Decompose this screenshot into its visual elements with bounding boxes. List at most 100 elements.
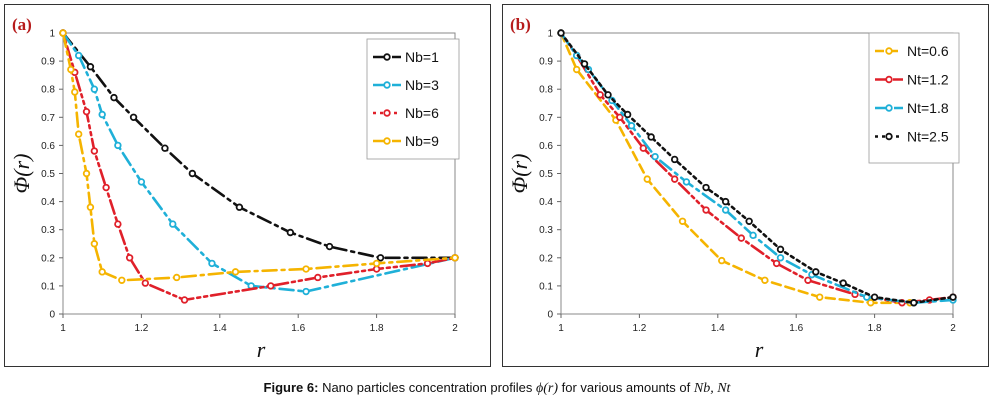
chart-a-y-tick-label: 0.7 (41, 113, 55, 124)
chart-b-data-point (670, 155, 679, 164)
chart-b-data-point (745, 217, 753, 225)
chart-b-data-point (812, 268, 820, 276)
chart-a-y-tick-label: 0.4 (41, 197, 55, 208)
chart-a-data-point (451, 254, 459, 262)
chart-b-data-point (737, 234, 746, 242)
chart-b-data-point (910, 299, 918, 307)
chart-a-series-line (61, 31, 457, 302)
chart-a-data-point (82, 107, 91, 116)
chart-a-data-point (114, 220, 122, 228)
chart-b-series-1 (557, 29, 914, 307)
chart-b-data-point (557, 29, 565, 37)
chart-a-x-tick-label: 1 (60, 323, 66, 334)
chart-a-y-tick-label: 0 (49, 310, 55, 321)
chart-a-legend-label: Nb=9 (405, 133, 439, 149)
chart-b-x-tick-label: 1.8 (868, 323, 882, 334)
chart-b-y-tick-label: 0.5 (539, 169, 553, 180)
chart-b-x-axis-label: r (755, 337, 764, 362)
chart-a-legend-label: Nb=3 (405, 77, 439, 93)
caption-mid: for various amounts of (561, 380, 691, 395)
chart-a-data-point (180, 296, 189, 304)
chart-a-x-tick-label: 1.6 (291, 323, 305, 334)
chart-b-legend-label: Nt=1.8 (907, 100, 949, 116)
chart-b-x-tick-label: 1 (558, 323, 564, 334)
chart-b-legend-label: Nt=0.6 (907, 43, 949, 59)
chart-b-data-point (804, 276, 812, 284)
chart-a-y-tick-label: 0.3 (41, 225, 55, 236)
chart-a-data-point (188, 169, 197, 178)
chart-b-y-axis-label: Φ(r) (507, 154, 532, 194)
chart-b-data-point (682, 178, 691, 186)
chart-b-data-point (702, 183, 710, 192)
chart-a-data-point (376, 254, 385, 262)
chart-a-data-point (118, 276, 126, 284)
chart-b-x-tick-label: 1.6 (789, 323, 803, 334)
chart-b-x-tick-label: 1.2 (632, 323, 646, 334)
chart-b-y-tick-label: 1 (547, 29, 553, 40)
chart-b-data-point (647, 133, 655, 141)
chart-a-data-point (90, 240, 99, 248)
chart-a-y-tick-label: 0.9 (41, 57, 55, 68)
chart-b-data-point (949, 293, 957, 301)
chart-b-data-point (604, 91, 612, 99)
chart-b-legend: Nt=0.6 Nt=1.2 Nt=1.8 Nt=2.5 (868, 32, 960, 164)
chart-a-data-point (208, 259, 216, 268)
chart-a-legend-marker (383, 53, 391, 61)
chart-b-data-point (761, 276, 769, 284)
chart-b-legend-marker (885, 132, 893, 141)
panel-b-tag: (b) (510, 15, 531, 34)
chart-b-series-line (559, 31, 912, 305)
chart-a-series-line (61, 31, 457, 282)
chart-a-data-point (71, 88, 79, 96)
chart-b-data-point (839, 279, 847, 287)
chart-b-data-point (678, 217, 687, 225)
chart-a-data-point (231, 268, 240, 276)
chart-a-legend-label: Nb=6 (405, 105, 439, 121)
chart-b-data-point (776, 254, 785, 262)
chart-a-legend-marker (383, 81, 391, 89)
chart-a-data-point (372, 259, 381, 268)
chart-b-legend-label: Nt=2.5 (907, 129, 949, 145)
chart-a-data-point (102, 183, 110, 192)
chart-a-y-tick-label: 0.2 (41, 253, 55, 264)
chart-b-data-point (866, 299, 875, 307)
chart-b-data-point (643, 175, 651, 183)
chart-a-data-point (98, 110, 106, 119)
chart-b-data-point (721, 197, 730, 206)
chart-a-data-point (169, 220, 177, 228)
chart-a-data-point (74, 51, 83, 60)
caption-prefix: Figure 6: (263, 380, 319, 395)
chart-a-legend: Nb=1 Nb=3 Nb=6 Nb=9 (366, 38, 460, 160)
chart-a-data-point (86, 203, 95, 211)
chart-b-data-point (651, 152, 659, 161)
chart-a-data-point (82, 169, 91, 178)
chart-b-y-tick-label: 0.1 (539, 281, 553, 292)
chart-a-y-tick-label: 0.1 (41, 281, 55, 292)
chart-b-series-4 (557, 29, 957, 307)
chart-b-x-tick-label: 1.4 (711, 323, 725, 334)
chart-b-data-point (572, 65, 581, 74)
chart-a-data-point (125, 254, 134, 262)
chart-a-y-tick-label: 0.8 (41, 85, 55, 96)
chart-b-data-point (627, 122, 636, 130)
chart-a-data-point (286, 228, 295, 237)
caption-vars: Nb, Nt (693, 381, 731, 396)
chart-a-data-point (110, 93, 118, 102)
chart-b-data-point (702, 206, 710, 214)
chart-a-data-point (172, 273, 181, 282)
chart-b-data-point (718, 256, 726, 265)
chart-a-data-point (267, 282, 275, 290)
chart-a-data-point (98, 268, 106, 276)
chart-b-data-point (870, 293, 879, 301)
chart-b-data-point (816, 293, 824, 301)
chart-b-y-tick-label: 0.3 (539, 225, 553, 236)
chart-b-y-tick-label: 0.9 (539, 57, 553, 68)
figure-caption: Figure 6: Nano particles concentration p… (0, 380, 994, 397)
chart-b-data-point (596, 91, 604, 99)
chart-a-data-point (302, 287, 310, 296)
chart-a-data-point (141, 279, 150, 287)
panel-a-tag: (a) (12, 15, 32, 34)
chart-b-legend-marker (885, 47, 893, 55)
chart-panel-a: 0 0.1 0.2 0.3 0.4 0.5 0.6 0.7 0.8 0.9 1 1 1.2 1.4 1.6 1… (4, 4, 491, 367)
chart-a-series-4 (59, 29, 459, 284)
